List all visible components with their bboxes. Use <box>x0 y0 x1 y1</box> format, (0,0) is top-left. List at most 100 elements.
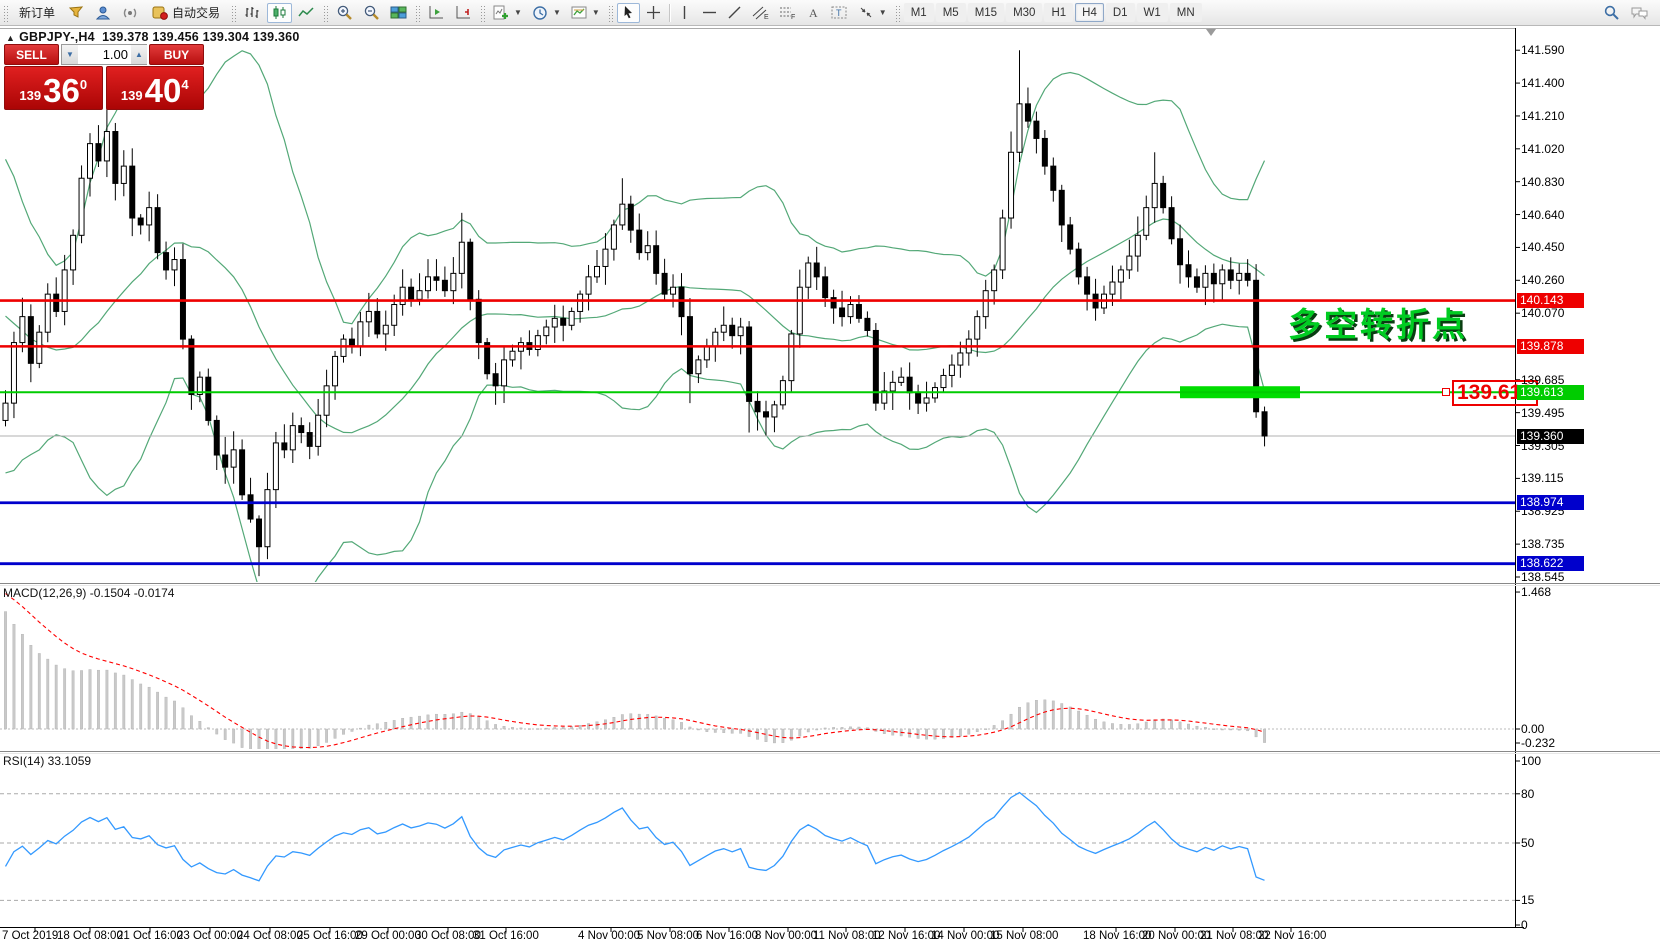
price-tick-label: 138.735 <box>1521 537 1565 552</box>
broadcast-icon[interactable] <box>118 3 143 23</box>
timeframe-button-m1[interactable]: M1 <box>903 3 934 22</box>
zoom-out-icon[interactable] <box>359 3 384 23</box>
cursor-icon[interactable] <box>616 2 640 23</box>
equidistant-channel-icon[interactable]: E <box>748 3 773 23</box>
time-tick-label: 30 Oct 08:00 <box>415 930 481 942</box>
chart-shift-icon[interactable] <box>424 3 449 23</box>
macd-pane <box>0 593 1515 749</box>
svg-text:T: T <box>836 8 842 18</box>
time-tick-label: 12 Nov 16:00 <box>872 930 941 942</box>
annotation-text: 多空转折点 <box>1288 306 1468 343</box>
horizontal-line-icon[interactable] <box>698 3 721 23</box>
toolbar-grip[interactable] <box>479 3 487 22</box>
toolbar: 新订单 自动交易 ▼ ▼ <box>0 0 1660 26</box>
time-tick-label: 6 Nov 16:00 <box>696 930 759 942</box>
toolbar-grip[interactable] <box>230 3 238 22</box>
toolbar-grip[interactable] <box>2 3 9 22</box>
timeframe-button-h4[interactable]: H4 <box>1075 3 1104 22</box>
volume-decrement-button[interactable]: ▼ <box>62 45 78 64</box>
price-tick-label: 139.495 <box>1521 405 1565 420</box>
text-icon[interactable]: A <box>802 3 825 23</box>
time-tick-label: 11 Nov 08:00 <box>813 930 881 942</box>
time-tick-label: 5 Nov 08:00 <box>637 930 700 942</box>
time-tick-label: 8 Nov 00:00 <box>755 930 818 942</box>
chevron-down-icon: ▼ <box>591 8 600 17</box>
toolbar-separator <box>668 3 670 22</box>
price-level-anchor[interactable] <box>1442 388 1450 397</box>
price-tick-label: 140.640 <box>1521 207 1565 222</box>
main-pane <box>0 50 1515 582</box>
indicators-button[interactable]: ▼ <box>489 3 526 23</box>
chevron-down-icon: ▼ <box>878 8 887 17</box>
timeframe-button-d1[interactable]: D1 <box>1105 3 1135 22</box>
price-tick-label: 141.400 <box>1521 76 1565 91</box>
sell-button[interactable]: SELL <box>4 44 59 65</box>
fibonacci-icon[interactable]: F <box>775 3 800 23</box>
search-icon[interactable] <box>1599 3 1624 23</box>
price-marker-138.974: 138.974 <box>1517 495 1584 511</box>
axes <box>0 28 1660 932</box>
trendline-icon[interactable] <box>723 3 746 23</box>
chart-title: ▲ GBPJPY-,H4 139.378 139.456 139.304 139.… <box>6 30 299 44</box>
buy-button[interactable]: BUY <box>149 44 204 65</box>
buy-price-main: 139 <box>120 88 143 103</box>
periods-button[interactable]: ▼ <box>528 3 565 23</box>
timeframe-button-m15[interactable]: M15 <box>967 3 1005 22</box>
text-label-icon[interactable]: T <box>827 3 852 23</box>
rsi-axis-label: 80 <box>1521 786 1535 801</box>
price-tick-label: 139.685 <box>1521 372 1565 387</box>
macd-axis-label: 1.468 <box>1521 585 1552 600</box>
toolbar-grip[interactable] <box>893 3 901 22</box>
price-marker-139.613: 139.613 <box>1517 384 1584 400</box>
timeframe-button-m5[interactable]: M5 <box>935 3 966 22</box>
candlestick-icon[interactable] <box>267 2 293 23</box>
price-tick-label: 140.450 <box>1521 240 1565 255</box>
timeframe-button-w1[interactable]: W1 <box>1136 3 1168 22</box>
time-tick-label: 4 Nov 00:00 <box>578 930 641 942</box>
toolbar-grip[interactable] <box>414 3 422 22</box>
toolbar-grip[interactable] <box>322 3 330 22</box>
symbol-label: GBPJPY-,H4 <box>19 30 95 44</box>
autotrading-button[interactable]: 自动交易 <box>145 3 227 23</box>
rsi-axis-label: 0 <box>1521 918 1528 932</box>
volume-input[interactable] <box>78 45 131 64</box>
macd-axis-label: 0.00 <box>1521 722 1545 736</box>
arrows-icon[interactable]: ▼ <box>854 3 891 23</box>
price-marker-140.143: 140.143 <box>1517 293 1584 309</box>
volume-increment-button[interactable]: ▲ <box>131 45 147 64</box>
timeframe-bar: M1 M5 M15 M30 H1 H4 D1 W1 MN <box>903 3 1203 22</box>
autotrading-label: 自动交易 <box>172 6 221 20</box>
svg-text:E: E <box>764 14 769 20</box>
buy-price-button[interactable]: 139 40 4 <box>105 66 204 110</box>
market-watch-icon[interactable] <box>64 3 89 23</box>
timeframe-button-h1[interactable]: H1 <box>1044 3 1074 22</box>
timeframe-button-m30[interactable]: M30 <box>1006 3 1043 22</box>
profile-icon[interactable] <box>91 3 116 23</box>
vertical-line-icon[interactable] <box>674 3 696 23</box>
autoscroll-icon[interactable] <box>451 3 476 23</box>
time-tick-label: 21 Nov 08:00 <box>1200 930 1269 942</box>
sell-price-button[interactable]: 139 36 0 <box>4 66 103 110</box>
tile-windows-icon[interactable] <box>386 3 411 23</box>
timeframe-button-mn[interactable]: MN <box>1169 3 1202 22</box>
time-tick-label: 18 Oct 08:00 <box>57 930 123 942</box>
toolbar-grip[interactable] <box>606 3 614 22</box>
time-tick-label: 7 Oct 2019 <box>2 930 59 942</box>
templates-button[interactable]: ▼ <box>567 3 604 23</box>
time-tick-label: 22 Nov 16:00 <box>1258 930 1327 942</box>
bar-chart-icon[interactable] <box>240 3 265 23</box>
price-tick-label: 139.115 <box>1521 471 1564 486</box>
time-tick-label: 25 Oct 16:00 <box>297 930 363 942</box>
line-chart-icon[interactable] <box>294 3 319 23</box>
time-tick-label: 15 Nov 08:00 <box>990 930 1059 942</box>
sell-price-main: 139 <box>19 88 42 103</box>
crosshair-icon[interactable] <box>642 3 665 23</box>
time-tick-label: 20 Nov 00:00 <box>1142 930 1211 942</box>
chat-icon[interactable] <box>1626 3 1653 23</box>
zoom-in-icon[interactable] <box>332 3 357 23</box>
new-order-button[interactable]: 新订单 <box>12 3 62 23</box>
volume-spinner: ▼ ▲ <box>61 44 147 65</box>
time-tick-label: 31 Oct 16:00 <box>473 930 539 942</box>
chart-shift-marker-icon <box>1206 29 1216 36</box>
